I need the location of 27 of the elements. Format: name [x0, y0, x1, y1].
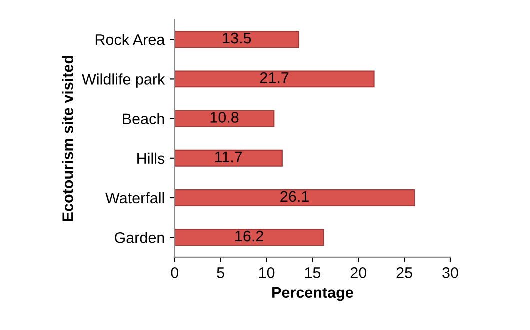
x-tick-label: 20 — [350, 268, 367, 278]
data-label: 26.1 — [280, 191, 309, 202]
data-label: 21.7 — [260, 72, 289, 84]
y-tick-label: Garden — [114, 232, 164, 244]
bar — [174, 70, 375, 88]
bar — [174, 150, 283, 167]
data-label: 11.7 — [216, 152, 242, 162]
y-tick-label: Beach — [123, 113, 164, 124]
bar — [174, 31, 300, 48]
bar — [174, 110, 275, 128]
bar — [174, 229, 324, 246]
x-tick-label: 15 — [305, 268, 321, 278]
data-label: 13.5 — [223, 32, 252, 44]
bar — [174, 190, 416, 206]
x-tick-label: 0 — [171, 268, 179, 278]
x-tick-label: 30 — [442, 268, 458, 278]
x-axis-title: Percentage — [272, 287, 354, 302]
y-axis-title: Ecotourism site visited — [62, 56, 74, 222]
y-tick-label: Hills — [138, 152, 165, 164]
x-tick-label: 25 — [396, 268, 412, 278]
data-label: 10.8 — [210, 112, 239, 123]
y-tick-label: Wildlife park — [82, 74, 166, 88]
data-label: 16.2 — [236, 230, 264, 242]
y-tick-label: Rock Area — [96, 34, 166, 46]
x-tick-label: 5 — [217, 268, 224, 278]
x-tick-label: 10 — [259, 268, 275, 278]
y-tick-label: Waterfall — [106, 192, 164, 204]
